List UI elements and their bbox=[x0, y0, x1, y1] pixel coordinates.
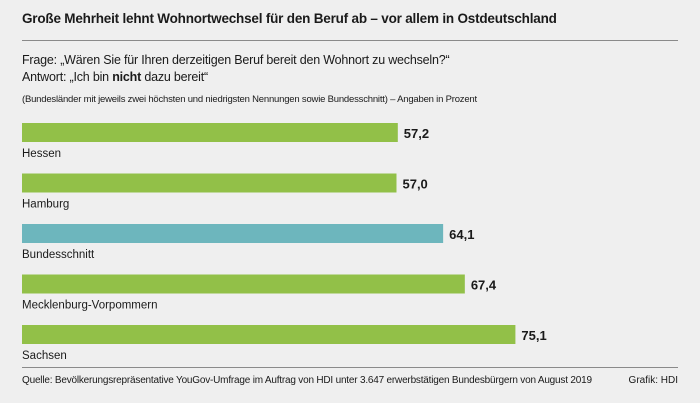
value-label: 57,0 bbox=[402, 177, 427, 192]
answer-emphasis: nicht bbox=[112, 70, 142, 84]
credit-text: Grafik: HDI bbox=[628, 375, 678, 386]
title-divider bbox=[22, 40, 678, 41]
source-text: Quelle: Bevölkerungsrepräsentative YouGo… bbox=[22, 375, 592, 386]
category-label: Bundesschnitt bbox=[22, 249, 95, 261]
bar-hessen bbox=[22, 123, 398, 142]
category-label: Mecklenburg-Vorpommern bbox=[22, 300, 158, 312]
category-label: Hessen bbox=[22, 148, 61, 160]
bar-sachsen bbox=[22, 325, 516, 344]
value-label: 67,4 bbox=[471, 278, 497, 293]
chart-note: (Bundesländer mit jeweils zwei höchsten … bbox=[22, 94, 477, 105]
category-label: Hamburg bbox=[22, 199, 69, 211]
value-label: 75,1 bbox=[521, 328, 546, 343]
answer-suffix: dazu bereit“ bbox=[141, 70, 208, 84]
question-text: Frage: „Wären Sie für Ihren derzeitigen … bbox=[22, 53, 450, 67]
bar-bundesschnitt bbox=[22, 224, 444, 243]
bar-hamburg bbox=[22, 173, 397, 193]
answer-prefix: Antwort: „Ich bin bbox=[22, 70, 113, 84]
category-label: Sachsen bbox=[22, 350, 67, 362]
footer-divider bbox=[22, 367, 678, 368]
chart-title: Große Mehrheit lehnt Wohnortwechsel für … bbox=[22, 11, 557, 26]
bar-mecklenburg-vorpommern bbox=[22, 274, 465, 294]
value-label: 64,1 bbox=[449, 227, 474, 242]
value-label: 57,2 bbox=[404, 126, 429, 141]
answer-text: Antwort: „Ich bin nicht dazu bereit“ bbox=[22, 70, 208, 84]
